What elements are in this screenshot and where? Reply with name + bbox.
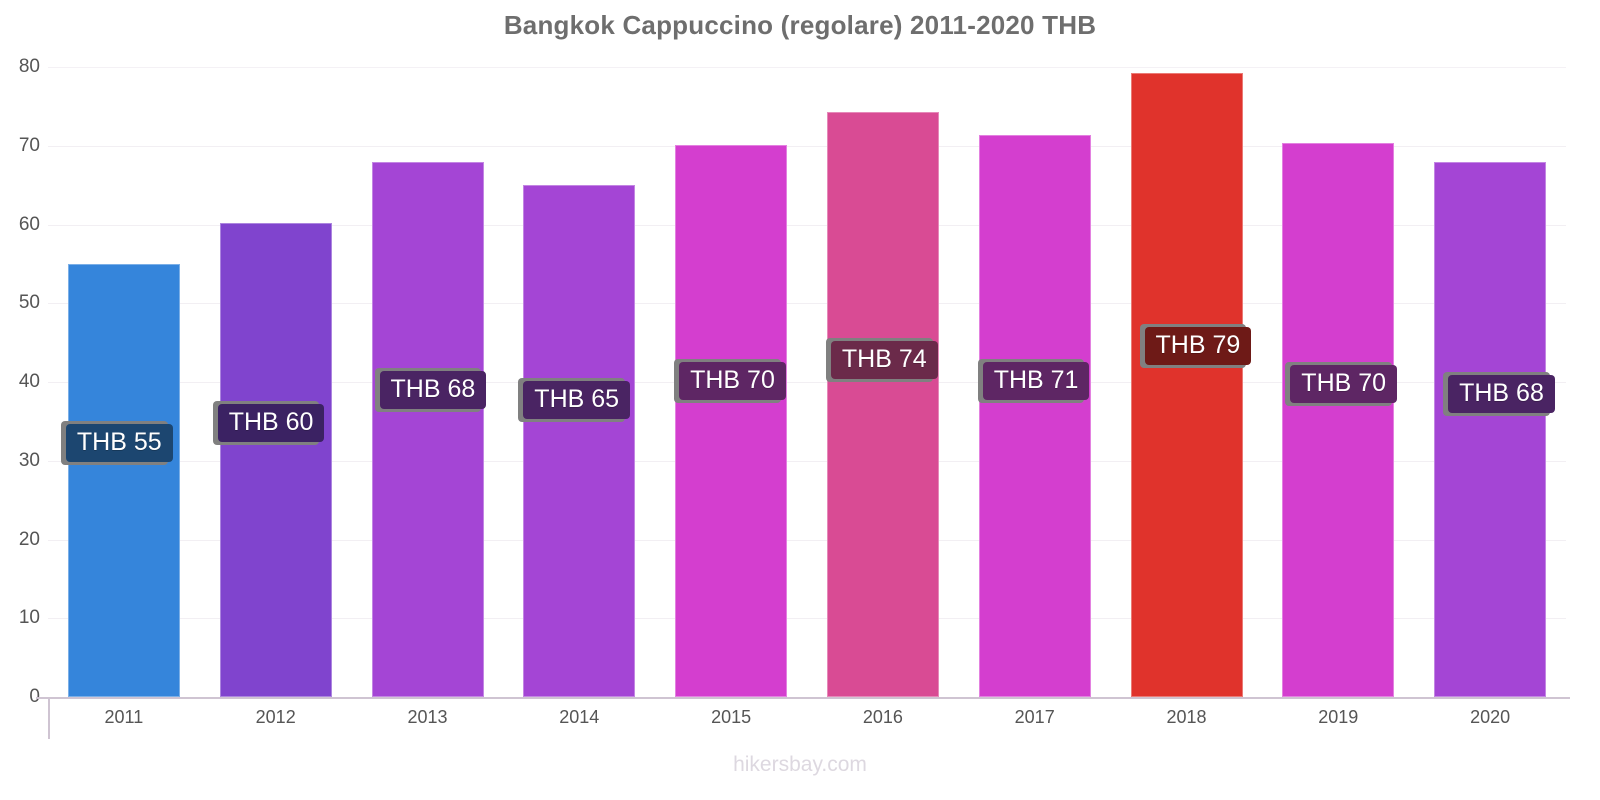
bar-value-label: THB 70 [1290, 365, 1398, 403]
x-axis-tick-label: 2016 [862, 707, 903, 727]
x-axis-tick-label: 2012 [255, 707, 296, 727]
bar-rect [1434, 162, 1547, 697]
bar[interactable] [826, 111, 939, 697]
x-axis-origin-tick [48, 697, 50, 739]
bar-value-label: THB 60 [217, 404, 325, 442]
x-axis-tick-label: 2013 [407, 707, 448, 727]
gridline [48, 382, 1566, 383]
gridline [48, 67, 1566, 68]
bar-value-label: THB 55 [65, 424, 173, 462]
bar[interactable] [978, 134, 1091, 697]
bar-value-label: THB 65 [523, 381, 631, 419]
bar-value-label: THB 68 [379, 371, 487, 409]
y-axis-tick-label: 60 [18, 213, 40, 235]
gridline [48, 618, 1566, 620]
bar-rect [826, 111, 939, 697]
bar-rect [1130, 72, 1243, 697]
y-axis: 0 10 20 30 40 50 60 70 80 [0, 0, 40, 800]
gridline [48, 303, 1566, 305]
gridline [48, 145, 1566, 147]
y-axis-tick-label: 50 [18, 292, 40, 314]
x-axis-tick-label: 2018 [1166, 707, 1207, 727]
bar-value-label: THB 70 [679, 362, 786, 400]
y-axis-tick-label: 70 [18, 134, 40, 156]
bar-rect [675, 144, 788, 697]
bar[interactable] [1434, 162, 1547, 697]
bar-value-label: THB 71 [982, 362, 1090, 400]
bar[interactable] [219, 222, 332, 697]
bar-value-label: THB 68 [1448, 375, 1555, 413]
gridline [48, 224, 1566, 226]
y-axis-tick-label: 10 [18, 607, 40, 629]
bar[interactable] [371, 161, 484, 697]
bar-value-label: THB 74 [830, 341, 938, 379]
gridline [48, 539, 1566, 541]
chart-title: Bangkok Cappuccino (regolare) 2011-2020 … [503, 10, 1097, 40]
x-axis-line [36, 697, 1570, 699]
bar-rect [1282, 142, 1395, 697]
bar[interactable] [67, 263, 180, 697]
bar[interactable] [1130, 72, 1243, 697]
x-axis-tick-label: 2014 [559, 707, 600, 727]
bar[interactable] [523, 185, 636, 697]
y-axis-tick-label: 0 [29, 686, 40, 707]
bar-rect [523, 185, 636, 697]
source-watermark: hikersbay.com [733, 753, 867, 776]
x-axis-tick-label: 2017 [1014, 707, 1055, 727]
y-axis-tick-label: 80 [18, 56, 40, 77]
bar-rect [978, 134, 1091, 697]
gridline [48, 460, 1566, 462]
y-axis-tick-label: 20 [18, 528, 40, 550]
bar-rect [371, 161, 484, 697]
bar-rect [67, 263, 180, 697]
bar-value-label: THB 79 [1144, 327, 1252, 365]
x-axis-tick-label: 2019 [1318, 707, 1359, 727]
y-axis-tick-label: 40 [18, 371, 40, 392]
bar[interactable] [1282, 142, 1395, 697]
x-axis-tick-label: 2011 [104, 707, 144, 727]
bar[interactable] [675, 144, 788, 697]
x-axis-tick-label: 2015 [711, 707, 752, 727]
y-axis-tick-label: 30 [18, 449, 40, 471]
x-axis-tick-label: 2020 [1470, 707, 1511, 727]
bar-rect [219, 222, 332, 697]
